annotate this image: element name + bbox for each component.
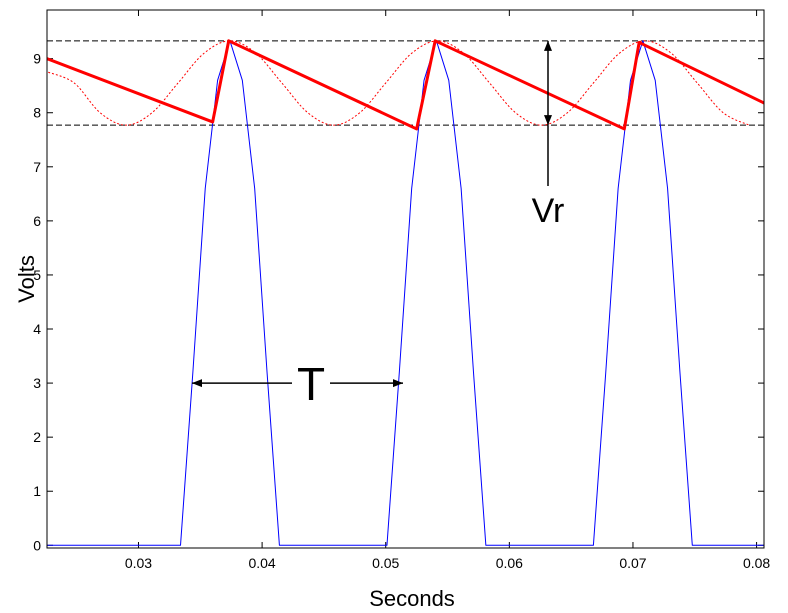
x-tick-label: 0.08: [743, 555, 770, 571]
plot-area: [47, 39, 764, 546]
series-line: [48, 40, 750, 126]
y-tick-label: 8: [33, 105, 41, 121]
y-tick-label: 0: [33, 537, 41, 553]
y-tick-label: 5: [33, 267, 41, 283]
y-tick-label: 3: [33, 375, 41, 391]
series-line: [47, 39, 764, 131]
y-tick-label: 6: [33, 213, 41, 229]
annotation-label: T: [297, 358, 325, 410]
y-tick-label: 7: [33, 159, 41, 175]
y-tick-label: 2: [33, 429, 41, 445]
annotations: T Vr: [192, 40, 565, 410]
x-tick-label: 0.06: [496, 555, 523, 571]
x-tick-label: 0.04: [248, 555, 275, 571]
x-tick-label: 0.07: [619, 555, 646, 571]
y-tick-label: 4: [33, 321, 41, 337]
y-axis-label: Volts: [14, 255, 39, 303]
x-tick-label: 0.05: [372, 555, 399, 571]
plot-frame: [46, 9, 765, 549]
y-tick-label: 1: [33, 483, 41, 499]
annotation-label: Vr: [532, 192, 565, 230]
x-tick-label: 0.03: [125, 555, 152, 571]
y-tick-label: 9: [33, 51, 41, 67]
x-axis-label: Seconds: [369, 586, 455, 611]
